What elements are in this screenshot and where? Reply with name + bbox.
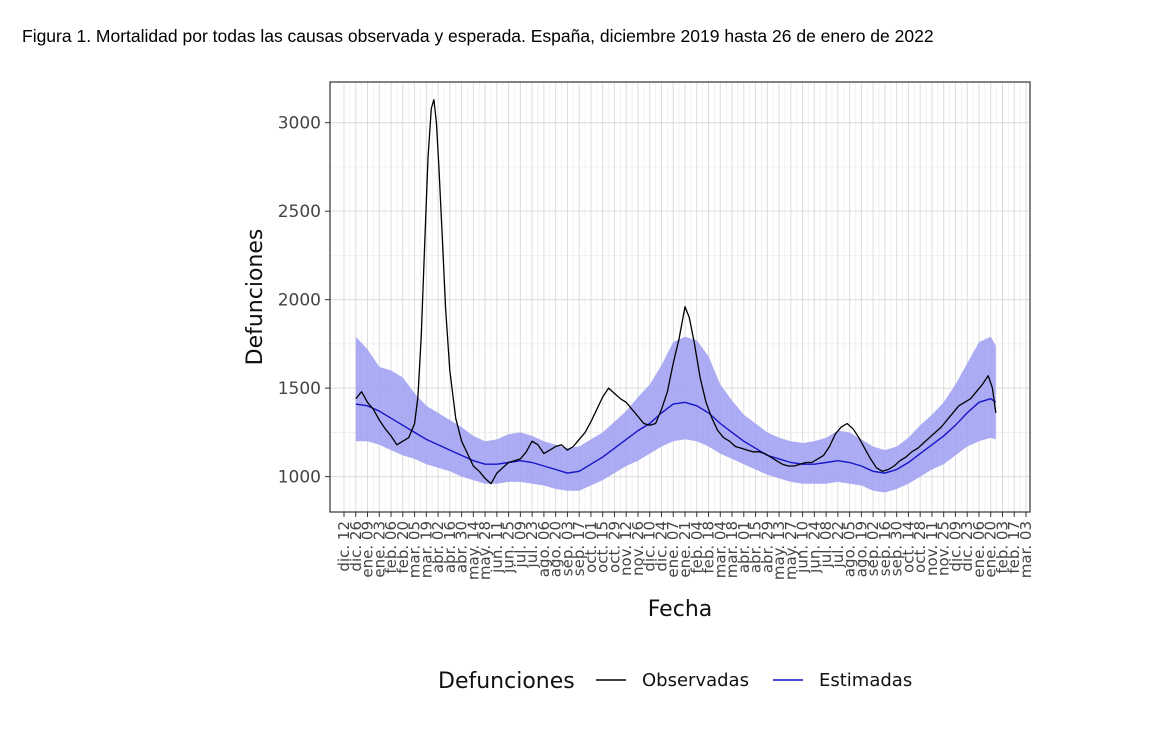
plot-frame xyxy=(329,81,1031,513)
y-tick-label: 1500 xyxy=(278,379,321,399)
x-tick-label: ene. 09 xyxy=(359,521,377,578)
x-tick-label: jun. 24 xyxy=(805,521,823,574)
x-axis-label: Fecha xyxy=(648,597,713,622)
y-tick-label: 1000 xyxy=(278,468,321,488)
x-tick-label: ago. 05 xyxy=(841,521,859,577)
x-tick-label: mar. 03 xyxy=(1017,521,1035,578)
x-tick-label: may. 14 xyxy=(464,521,482,580)
y-axis: 1000 1500 2000 2500 3000 xyxy=(278,114,330,488)
x-tick-label: dic. 10 xyxy=(641,521,659,572)
x-tick-label: jun. 25 xyxy=(500,521,518,574)
x-tick-label: abr. 30 xyxy=(453,521,471,573)
x-tick-label: oct. 14 xyxy=(899,521,917,573)
x-tick-label: abr. 15 xyxy=(747,521,765,573)
x-tick-label: dic. 09 xyxy=(946,521,964,572)
legend: Defunciones Observadas Estimadas xyxy=(438,669,912,694)
x-tick-label: oct. 29 xyxy=(605,521,623,573)
x-tick-label: jun. 10 xyxy=(794,521,812,574)
x-tick-label: may. 28 xyxy=(476,521,494,580)
x-tick-label: feb. 20 xyxy=(394,521,412,574)
x-tick-label: oct. 15 xyxy=(594,521,612,573)
x-tick-label: ago. 20 xyxy=(547,521,565,577)
y-tick-label: 2500 xyxy=(278,202,321,222)
x-tick-label: sep. 03 xyxy=(558,521,576,576)
y-axis-label: Defunciones xyxy=(243,229,268,366)
x-tick-label: ene. 07 xyxy=(664,521,682,578)
x-tick-label: sep. 17 xyxy=(570,521,588,576)
x-tick-label: sep. 02 xyxy=(864,521,882,576)
x-tick-label: ene. 06 xyxy=(970,521,988,578)
figure-caption: Figura 1. Mortalidad por todas las causa… xyxy=(22,26,934,46)
legend-title: Defunciones xyxy=(438,669,575,694)
x-tick-label: nov. 12 xyxy=(617,521,635,576)
y-tick-label: 3000 xyxy=(278,114,321,134)
x-tick-label: mar. 19 xyxy=(417,521,435,578)
x-tick-label: mar. 04 xyxy=(711,521,729,578)
x-tick-label: may. 27 xyxy=(782,521,800,580)
x-tick-label: feb. 18 xyxy=(700,521,718,574)
x-tick-label: jun. 11 xyxy=(488,521,506,574)
series-layer xyxy=(355,99,997,493)
legend-label-observadas: Observadas xyxy=(642,670,749,691)
x-tick-label: dic. 26 xyxy=(347,521,365,572)
x-tick-label: dic. 24 xyxy=(652,521,670,572)
estimadas-line xyxy=(355,397,997,474)
x-tick-label: abr. 02 xyxy=(429,521,447,573)
x-tick-label: sep. 16 xyxy=(876,521,894,576)
x-tick-label: abr. 16 xyxy=(441,521,459,573)
x-tick-label: nov. 11 xyxy=(923,521,941,576)
x-tick-label: ago. 06 xyxy=(535,521,553,577)
x-tick-label: feb. 03 xyxy=(993,521,1011,574)
x-tick-label: dic. 12 xyxy=(335,521,353,572)
x-tick-label: may. 13 xyxy=(770,521,788,580)
x-tick-label: nov. 25 xyxy=(935,521,953,576)
x-tick-label: jul. 22 xyxy=(829,521,847,568)
x-tick-label: ene. 20 xyxy=(982,521,1000,578)
x-tick-label: ene. 23 xyxy=(370,521,388,578)
x-tick-label: abr. 01 xyxy=(735,521,753,573)
x-tick-label: oct. 01 xyxy=(582,521,600,573)
x-tick-label: nov. 26 xyxy=(629,521,647,576)
x-tick-label: feb. 04 xyxy=(688,521,706,574)
x-tick-label: sep. 30 xyxy=(888,521,906,576)
x-tick-label: dic. 23 xyxy=(958,521,976,572)
y-tick-label: 2000 xyxy=(278,291,321,311)
x-tick-label: mar. 05 xyxy=(406,521,424,578)
x-tick-label: feb. 17 xyxy=(1005,521,1023,574)
x-tick-label: ago. 19 xyxy=(852,521,870,577)
estimadas-confidence-band xyxy=(355,336,996,493)
x-tick-label: mar. 18 xyxy=(723,521,741,578)
x-tick-label: oct. 28 xyxy=(911,521,929,573)
x-tick-label: jul. 08 xyxy=(817,521,835,568)
x-tick-label: abr. 29 xyxy=(758,521,776,573)
x-tick-label: jul. 23 xyxy=(523,521,541,568)
observadas-line xyxy=(355,99,997,485)
x-tick-label: feb. 06 xyxy=(382,521,400,574)
x-tick-label: jul. 09 xyxy=(511,521,529,568)
legend-label-estimadas: Estimadas xyxy=(819,670,912,691)
x-tick-label: ene. 21 xyxy=(676,521,694,578)
